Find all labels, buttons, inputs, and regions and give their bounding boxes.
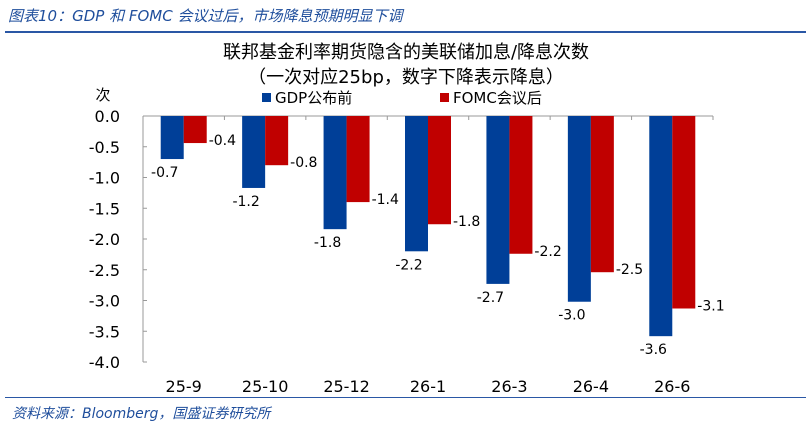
bar-fomc — [428, 116, 451, 225]
y-tick-label: 0.0 — [95, 107, 120, 126]
figure-title: 图表10：GDP 和 FOMC 会议过后，市场降息预期明显下调 — [8, 7, 403, 25]
top-divider — [5, 31, 806, 33]
bar-fomc — [672, 116, 696, 309]
x-tick-label: 25-10 — [242, 377, 289, 396]
bar-gdp — [323, 116, 347, 230]
bar-fomc — [590, 116, 614, 273]
data-label: -0.4 — [209, 133, 236, 149]
data-label: -1.4 — [372, 192, 399, 208]
y-axis-label: 次 — [95, 86, 110, 104]
chart-subtitle: （一次对应25bp，数字下降表示降息） — [248, 67, 564, 88]
data-label: -2.2 — [534, 244, 561, 260]
data-label: -1.8 — [314, 235, 341, 251]
bar-gdp — [567, 116, 591, 302]
data-label: -0.8 — [290, 155, 317, 171]
x-tick-label: 26-4 — [573, 377, 609, 396]
data-label: -3.6 — [640, 342, 667, 358]
bar-fomc — [509, 116, 533, 254]
source-note: 资料来源：Bloomberg，国盛证券研究所 — [12, 406, 271, 422]
y-tick-label: -0.5 — [89, 138, 120, 157]
data-label: -1.2 — [232, 194, 259, 210]
bar-fomc — [265, 116, 289, 166]
data-label: -3.1 — [697, 298, 724, 314]
bar-fomc — [183, 116, 207, 144]
data-label: -2.5 — [616, 262, 643, 278]
bar-fomc — [346, 116, 370, 203]
legend-swatch-1 — [440, 93, 449, 102]
y-tick-label: -3.5 — [89, 322, 120, 341]
y-tick-label: -2.5 — [89, 261, 120, 280]
y-tick-label: -3.0 — [89, 292, 120, 311]
y-tick-label: -4.0 — [89, 353, 120, 372]
bottom-divider — [5, 397, 806, 398]
data-label: -0.7 — [151, 165, 178, 181]
legend-label-1: FOMC会议后 — [453, 89, 542, 107]
chart-title: 联邦基金利率期货隐含的美联储加息/降息次数 — [223, 42, 589, 63]
data-label: -3.0 — [558, 308, 585, 324]
y-tick-label: -2.0 — [89, 230, 120, 249]
data-label: -1.8 — [453, 214, 480, 230]
bar-gdp — [405, 116, 428, 252]
bar-gdp — [160, 116, 184, 160]
data-label: -2.2 — [395, 257, 422, 273]
y-tick-label: -1.0 — [89, 169, 120, 188]
y-tick-label: -1.5 — [89, 199, 120, 218]
x-tick-label: 26-3 — [491, 377, 527, 396]
legend-label-0: GDP公布前 — [275, 89, 352, 107]
x-tick-label: 26-6 — [654, 377, 690, 396]
data-label: -2.7 — [477, 290, 504, 306]
bar-gdp — [649, 116, 673, 337]
x-tick-label: 25-12 — [323, 377, 370, 396]
bar-gdp — [486, 116, 510, 284]
bar-gdp — [242, 116, 266, 188]
legend-swatch-0 — [262, 93, 271, 102]
x-tick-label: 25-9 — [166, 377, 202, 396]
x-tick-label: 26-1 — [410, 377, 446, 396]
